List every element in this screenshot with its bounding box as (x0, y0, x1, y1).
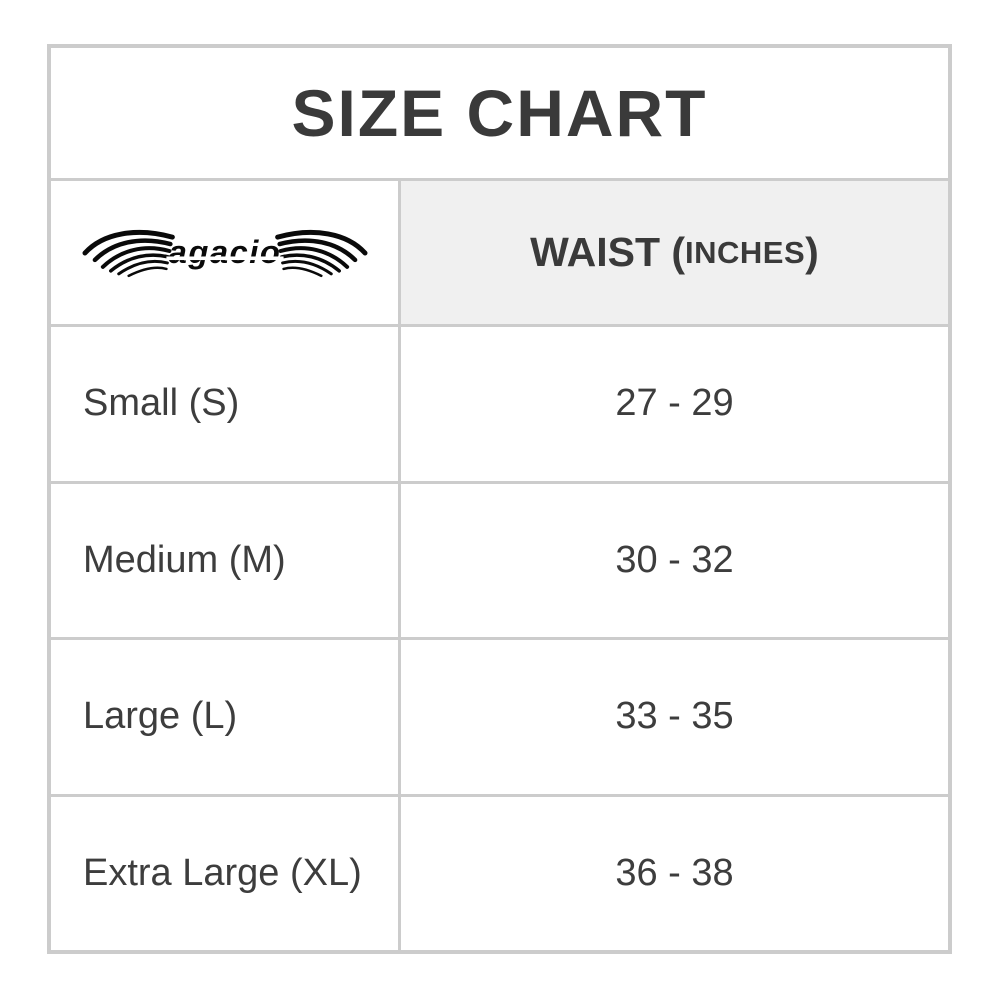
size-cell: Small (S) (51, 327, 398, 481)
table-row-extra-large: Extra Large (XL) 36 - 38 (51, 793, 948, 950)
wing-right-icon (274, 229, 368, 277)
waist-header-label: WAIST (530, 229, 660, 275)
size-chart-table: SIZE CHART (47, 44, 952, 954)
brand-logo-text: agacio (168, 232, 281, 269)
table-row-medium: Medium (M) 30 - 32 (51, 480, 948, 637)
agacio-brand-logo: agacio (81, 229, 368, 277)
waist-header-paren-close: ) (805, 229, 819, 275)
table-row-large: Large (L) 33 - 35 (51, 637, 948, 794)
size-cell: Extra Large (XL) (51, 796, 398, 950)
size-cell: Medium (M) (51, 483, 398, 637)
waist-header-cell: WAIST (INCHES) (398, 181, 948, 324)
waist-cell: 33 - 35 (398, 640, 948, 794)
wing-left-icon (81, 229, 175, 277)
chart-title: SIZE CHART (291, 76, 708, 150)
brand-logo-cell: agacio (51, 181, 398, 324)
logo-slit-decoration (165, 255, 284, 260)
waist-cell: 36 - 38 (398, 796, 948, 950)
waist-cell: 27 - 29 (398, 327, 948, 481)
size-cell: Large (L) (51, 640, 398, 794)
waist-header-unit: INCHES (685, 234, 806, 270)
table-row-small: Small (S) 27 - 29 (51, 324, 948, 481)
title-row: SIZE CHART (51, 48, 948, 178)
waist-header-paren-open: ( (659, 229, 686, 275)
table-header-row: agacio WAIST (INCHES) (51, 178, 948, 324)
waist-cell: 30 - 32 (398, 483, 948, 637)
